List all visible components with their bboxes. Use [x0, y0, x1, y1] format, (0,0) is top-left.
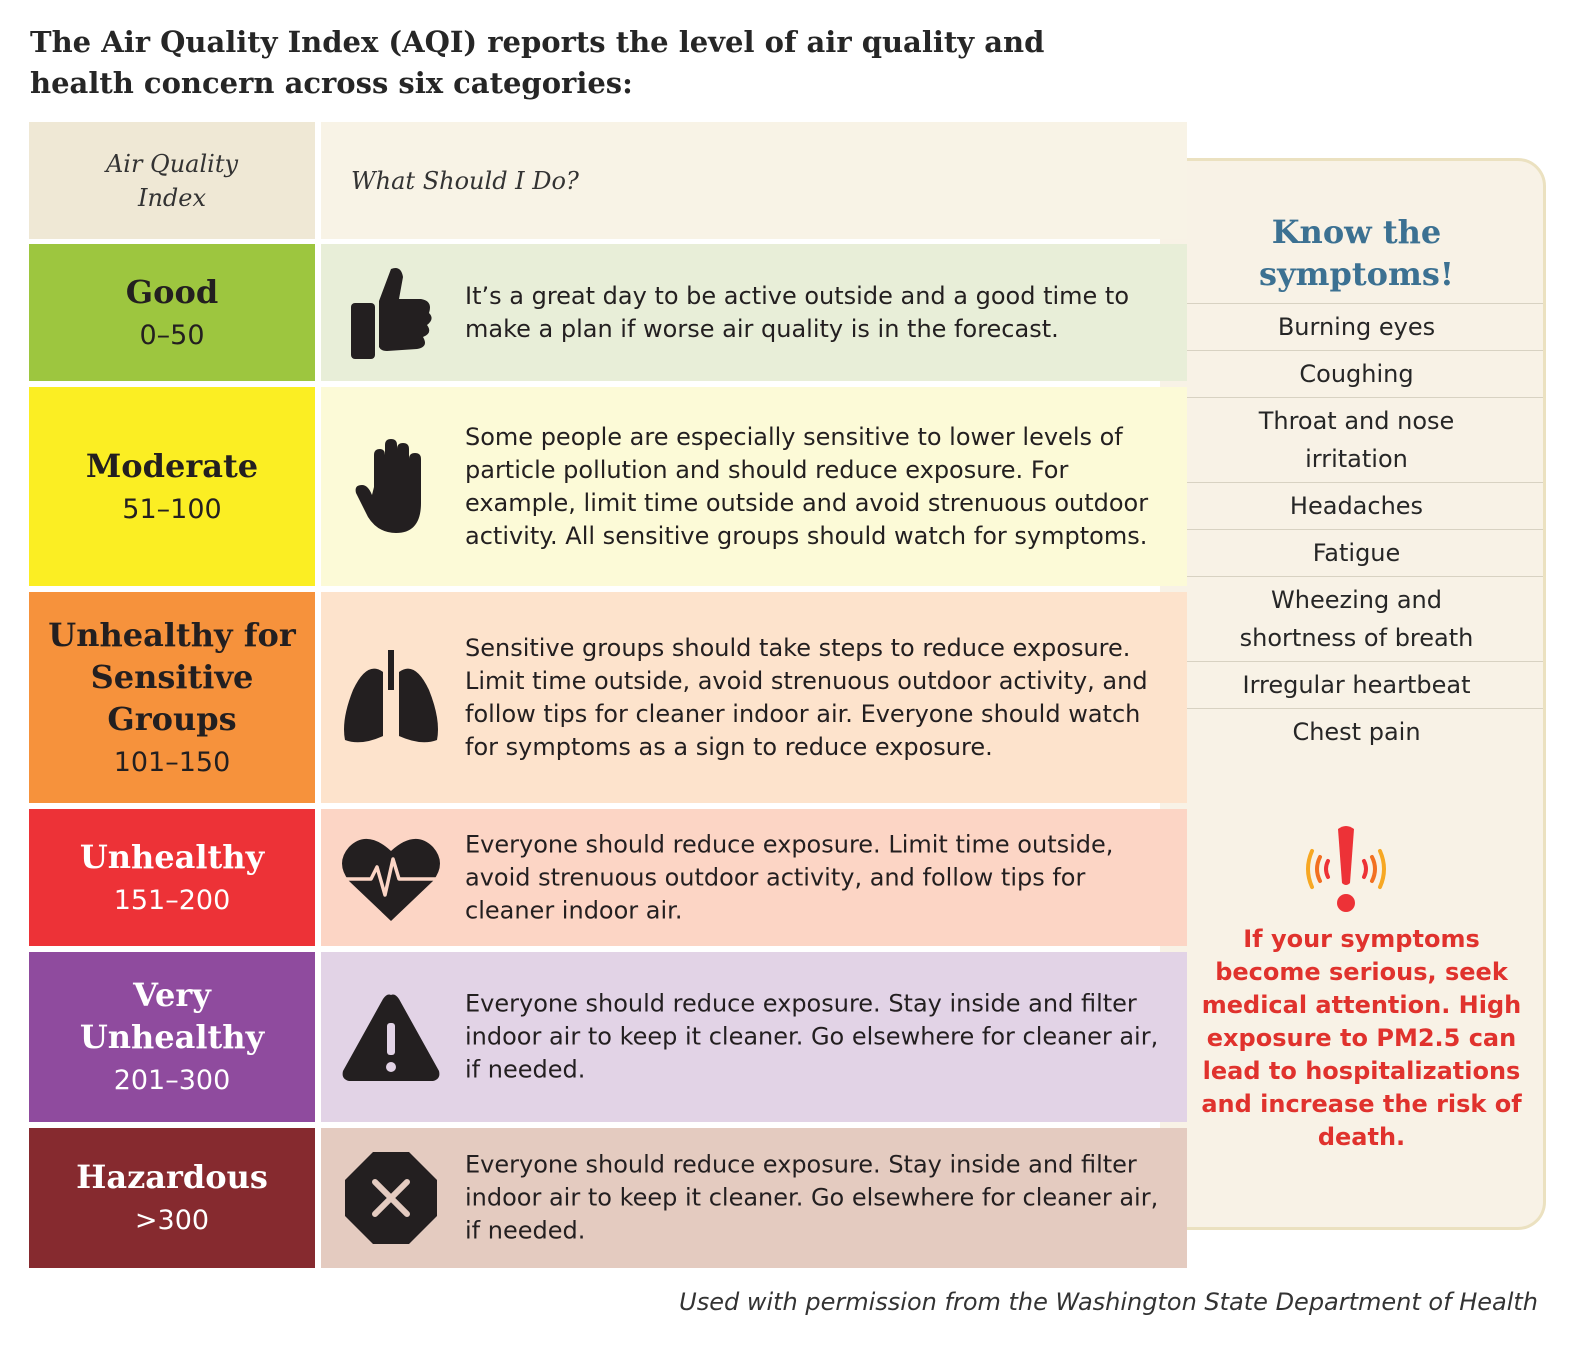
- category-range: 0–50: [139, 319, 205, 351]
- category-range: 151–200: [113, 884, 231, 916]
- aqi-row-hazardous: Hazardous >300 Everyone should reduce ex…: [29, 1128, 1187, 1268]
- aqi-row-good: Good 0–50 It’s a great day to be active …: [29, 244, 1187, 381]
- page-title: The Air Quality Index (AQI) reports the …: [30, 25, 1045, 100]
- action-text: Sensitive groups should take steps to re…: [465, 633, 1148, 761]
- category-name: Hazardous: [76, 1158, 268, 1196]
- symptoms-title: Know the symptoms!: [1259, 213, 1454, 293]
- category-cell: Very Unhealthy 201–300: [29, 952, 315, 1122]
- action-cell: Some people are especially sensitive to …: [321, 387, 1187, 586]
- category-name: Unhealthy for Sensitive Groups: [48, 615, 296, 738]
- action-cell: Everyone should reduce exposure. Stay in…: [321, 952, 1187, 1122]
- aqi-row-very-unhealthy: Very Unhealthy 201–300 Everyone should r…: [29, 952, 1187, 1122]
- header-action-label: What Should I Do?: [351, 166, 579, 195]
- category-name: Good: [125, 272, 219, 311]
- category-name: Unhealthy: [79, 837, 265, 876]
- symptom-item: Irregular heartbeat: [1170, 661, 1543, 708]
- stop-octagon-icon: [341, 1148, 441, 1248]
- aqi-row-moderate: Moderate 51–100 Some people are especial…: [29, 387, 1187, 586]
- category-cell: Unhealthy for Sensitive Groups 101–150: [29, 592, 315, 803]
- symptom-item: Burning eyes: [1170, 303, 1543, 350]
- action-text: Some people are especially sensitive to …: [465, 422, 1149, 550]
- lungs-icon: [341, 648, 441, 748]
- table-header: Air Quality Index What Should I Do?: [29, 122, 1187, 239]
- category-range: 101–150: [113, 746, 231, 778]
- medical-warning: If your symptoms become serious, seek me…: [1201, 925, 1522, 1151]
- thumbs-up-icon: [341, 263, 441, 363]
- action-cell: Sensitive groups should take steps to re…: [321, 592, 1187, 803]
- category-name: Moderate: [85, 446, 259, 485]
- header-category-label: Air Quality Index: [105, 149, 239, 212]
- category-cell: Unhealthy 151–200: [29, 809, 315, 946]
- symptom-item: Chest pain: [1170, 708, 1543, 755]
- symptom-item: Headaches: [1170, 482, 1543, 529]
- symptoms-panel: Know the symptoms! Burning eyes Coughing…: [1160, 158, 1546, 1230]
- action-cell: Everyone should reduce exposure. Stay in…: [321, 1128, 1187, 1268]
- symptom-item: Fatigue: [1170, 529, 1543, 576]
- header-action-cell: What Should I Do?: [321, 122, 1187, 239]
- action-text: Everyone should reduce exposure. Stay in…: [465, 1150, 1159, 1245]
- category-cell: Moderate 51–100: [29, 387, 315, 586]
- category-range: 51–100: [122, 493, 222, 525]
- category-cell: Hazardous >300: [29, 1128, 315, 1268]
- category-name: Very Unhealthy: [79, 976, 265, 1056]
- header-category-cell: Air Quality Index: [29, 122, 315, 239]
- raised-hand-icon: [341, 437, 441, 537]
- symptoms-list: Burning eyes Coughing Throat and nose ir…: [1170, 303, 1543, 755]
- aqi-row-unhealthy-sensitive: Unhealthy for Sensitive Groups 101–150 S…: [29, 592, 1187, 803]
- action-text: It’s a great day to be active outside an…: [465, 281, 1130, 343]
- action-cell: Everyone should reduce exposure. Limit t…: [321, 809, 1187, 946]
- symptom-item: Throat and nose irritation: [1170, 397, 1543, 482]
- exclamation-alert-icon: [1298, 821, 1394, 917]
- symptom-item: Coughing: [1170, 350, 1543, 397]
- credit-line: Used with permission from the Washington…: [679, 1288, 1538, 1316]
- heart-pulse-icon: [341, 828, 441, 928]
- action-text: Everyone should reduce exposure. Limit t…: [465, 830, 1114, 924]
- action-text: Everyone should reduce exposure. Stay in…: [465, 989, 1159, 1084]
- aqi-row-unhealthy: Unhealthy 151–200 Everyone should reduce…: [29, 809, 1187, 946]
- category-range: >300: [134, 1205, 210, 1236]
- category-cell: Good 0–50: [29, 244, 315, 381]
- symptom-item: Wheezing and shortness of breath: [1170, 576, 1543, 661]
- action-cell: It’s a great day to be active outside an…: [321, 244, 1187, 381]
- warning-triangle-icon: [341, 987, 441, 1087]
- category-range: 201–300: [113, 1065, 231, 1096]
